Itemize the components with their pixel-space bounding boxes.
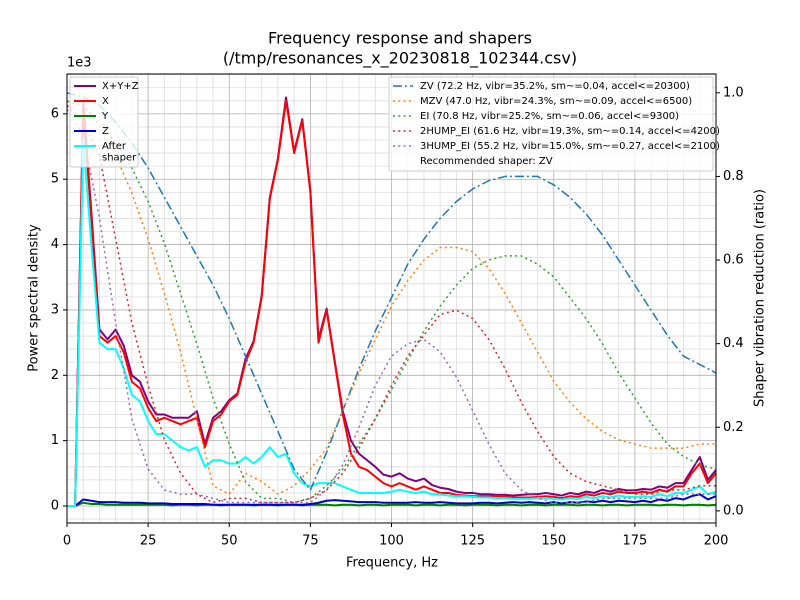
legend-label: MZV (47.0 Hz, vibr=24.3%, sm~=0.09, acce… xyxy=(420,96,692,107)
y-tick-label: 2 xyxy=(51,368,59,383)
series-line xyxy=(67,99,716,508)
y-tick-label: 4 xyxy=(51,237,59,252)
x-tick-label: 200 xyxy=(704,534,729,549)
ticks: 0 25 50 75 100 125 150 175 200 0 1 2 3 4 5 6 0.0 0.2 0.4 0.… xyxy=(51,85,744,548)
y-tick-label: 3 xyxy=(51,302,59,317)
series-line xyxy=(67,104,716,504)
plot-lines xyxy=(67,92,716,508)
legend-box xyxy=(69,76,139,168)
legend-label: 2HUMP_EI (61.6 Hz, vibr=19.3%, sm~=0.14,… xyxy=(420,126,720,137)
legends: X+Y+Z XYZ After shaper ZV (72.2 Hz, vibr=35.… xyxy=(74,81,720,167)
legend-label: 3HUMP_EI (55.2 Hz, vibr=15.0%, sm~=0.27,… xyxy=(420,141,720,152)
legend-label: Y xyxy=(101,111,109,122)
y-tick-label: 6 xyxy=(51,106,59,121)
y2-tick-label: 0.6 xyxy=(723,253,744,268)
y2-tick-label: 0.8 xyxy=(723,169,744,184)
y-tick-label: 1 xyxy=(51,433,59,448)
legend-box xyxy=(388,76,714,172)
y-tick-label: 0 xyxy=(51,499,59,514)
legend-label: X xyxy=(102,96,109,107)
offset-text: 1e3 xyxy=(67,56,92,71)
series-line xyxy=(67,109,716,504)
legend-label: Z xyxy=(102,126,109,137)
y-axis-label: Power spectral density xyxy=(27,224,42,372)
series-line xyxy=(67,100,716,504)
legend-label: EI (70.8 Hz, vibr=25.2%, sm~=0.06, accel… xyxy=(420,111,679,122)
legend-label: ZV (72.2 Hz, vibr=35.2%, sm~=0.04, accel… xyxy=(420,81,690,92)
annotation: Recommended shaper: ZV xyxy=(420,156,553,167)
y2-tick-label: 0.2 xyxy=(723,420,744,435)
series-line xyxy=(67,92,716,491)
series-line xyxy=(67,139,716,508)
x-axis-label: Frequency, Hz xyxy=(346,556,438,571)
x-tick-label: 150 xyxy=(541,534,566,549)
x-tick-label: 25 xyxy=(140,534,157,549)
y2-tick-label: 1.0 xyxy=(723,85,744,100)
series-line xyxy=(67,493,716,508)
x-tick-label: 0 xyxy=(63,534,71,549)
legend-label: After shaper xyxy=(102,141,137,164)
chart-title: (/tmp/resonances_x_20230818_102344.csv) xyxy=(223,49,577,69)
x-tick-label: 125 xyxy=(460,534,485,549)
series-line xyxy=(67,501,716,508)
x-tick-label: 75 xyxy=(302,534,319,549)
x-tick-label: 50 xyxy=(221,534,238,549)
chart-title: Frequency response and shapers xyxy=(268,29,532,48)
x-tick-label: 175 xyxy=(622,534,647,549)
series-line xyxy=(67,96,716,508)
y-tick-label: 5 xyxy=(51,172,59,187)
x-tick-label: 100 xyxy=(379,534,404,549)
y2-tick-label: 0.0 xyxy=(723,503,744,518)
y2-axis-label: Shaper vibration reduction (ratio) xyxy=(753,189,768,407)
y2-tick-label: 0.4 xyxy=(723,336,744,351)
legend-label: X+Y+Z xyxy=(102,81,139,92)
